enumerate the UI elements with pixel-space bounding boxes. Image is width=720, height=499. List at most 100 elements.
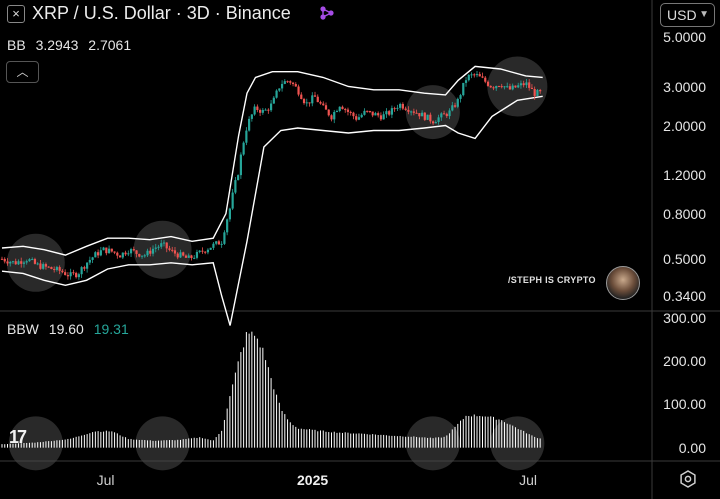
candle-body (88, 259, 91, 263)
candle-body (25, 261, 28, 263)
candle-body (426, 114, 429, 120)
settings-icon[interactable] (678, 469, 698, 489)
candle-body (124, 252, 127, 255)
bb-legend: BB 3.2943 2.7061 (7, 37, 137, 53)
candle-body (497, 86, 501, 88)
candle-body (11, 261, 15, 263)
candle-body (146, 250, 149, 256)
candle-body (423, 112, 426, 120)
candle-body (382, 114, 385, 120)
candle-body (451, 105, 454, 111)
candle-body (77, 274, 80, 278)
candle-body (102, 247, 105, 251)
candle-body (132, 249, 135, 251)
candle-body (168, 248, 171, 250)
candle-body (256, 106, 259, 111)
candle-body (363, 110, 366, 115)
candle-body (248, 118, 251, 131)
candle-body (508, 86, 512, 90)
bbw-highlight-circle (135, 416, 190, 471)
bbw-tick-label: 100.00 (663, 396, 706, 413)
candle-body (377, 113, 380, 116)
candle-body (140, 255, 144, 257)
candle-body (283, 81, 286, 84)
bb-lower-band (1, 95, 543, 326)
candle-body (355, 116, 358, 120)
candle-body (533, 89, 536, 96)
chevron-down-icon: ▼ (699, 9, 709, 20)
candle-body (105, 247, 108, 254)
candle-body (302, 99, 306, 104)
candle-body (204, 251, 207, 253)
candle-body (6, 261, 9, 264)
candle-body (97, 252, 100, 256)
candle-body (239, 154, 242, 176)
candle-body (259, 110, 262, 113)
candle-body (338, 106, 341, 112)
candle-body (86, 262, 89, 269)
watermark: /STEPH IS CRYPTO (508, 275, 596, 285)
candle-body (272, 97, 275, 104)
candle-body (165, 242, 168, 249)
candle-body (495, 86, 498, 89)
close-icon[interactable]: × (7, 5, 25, 23)
candle-body (184, 255, 188, 258)
candle-body (99, 250, 102, 256)
candle-body (242, 142, 245, 155)
candle-body (138, 253, 141, 257)
candle-body (151, 248, 155, 254)
candle-body (127, 253, 130, 255)
candle-body (360, 114, 363, 118)
currency-selector[interactable]: USD ▼ (660, 3, 715, 27)
time-tick-label: Jul (96, 472, 115, 488)
candle-body (9, 262, 12, 264)
candle-body (313, 95, 317, 97)
tradingview-logo[interactable]: 17 (9, 427, 27, 447)
hub-icon[interactable] (318, 4, 336, 22)
currency-label: USD (667, 7, 697, 23)
collapse-legend-button[interactable]: ︿ (6, 61, 39, 83)
bbw-tick-label: 0.00 (678, 439, 706, 456)
candle-body (500, 86, 503, 88)
candle-body (522, 83, 525, 86)
candle-body (28, 259, 31, 262)
candle-body (237, 175, 240, 181)
time-tick-label: Jul (519, 472, 537, 488)
candle-body (346, 109, 350, 112)
candle-body (431, 121, 435, 124)
candle-body (481, 76, 484, 78)
candle-body (228, 208, 231, 220)
bbw-label: BBW (7, 321, 39, 337)
candle-body (149, 250, 152, 254)
candle-body (456, 98, 459, 107)
candle-body (160, 243, 163, 247)
candle-body (118, 255, 122, 258)
candle-body (445, 113, 448, 117)
candle-body (220, 243, 223, 245)
candle-body (297, 86, 300, 95)
candle-body (198, 250, 201, 252)
candle-body (36, 263, 39, 265)
price-tick-label: 3.0000 (663, 78, 706, 95)
candle-body (72, 272, 75, 274)
candle-body (492, 87, 495, 89)
candle-body (231, 192, 234, 209)
price-tick-label: 0.3400 (663, 287, 706, 304)
candle-body (407, 109, 410, 112)
candle-body (182, 252, 185, 256)
highlight-circle (133, 220, 192, 279)
candle-body (308, 102, 311, 104)
price-tick-label: 5.0000 (663, 29, 706, 46)
candle-body (519, 83, 523, 86)
candle-body (517, 85, 520, 88)
candle-body (448, 110, 451, 117)
candle-body (352, 112, 355, 117)
candle-body (294, 84, 297, 87)
candle-body (75, 272, 78, 278)
candle-body (0, 258, 4, 260)
candle-body (278, 88, 281, 91)
candle-body (429, 114, 432, 122)
candle-body (267, 109, 270, 111)
candle-body (357, 117, 361, 120)
